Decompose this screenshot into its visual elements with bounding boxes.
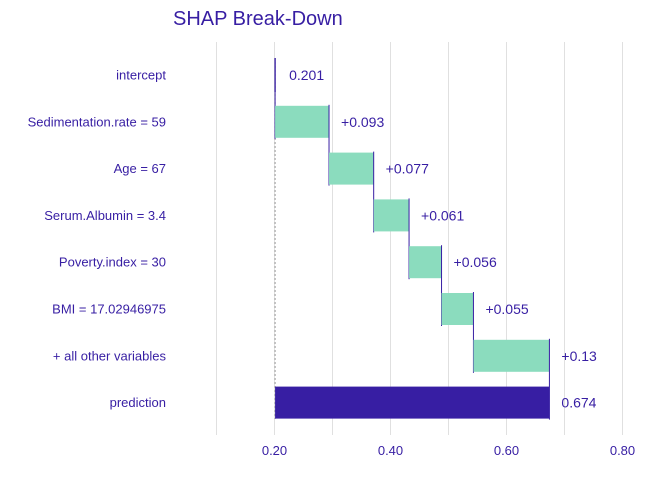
- x-tick-label: 0.20: [262, 443, 287, 458]
- contribution-bar: [473, 339, 550, 372]
- x-axis-ticks: 0.20 0.40 0.60 0.80: [262, 443, 635, 458]
- contribution-bar: [441, 293, 474, 325]
- contribution-bar: [275, 105, 330, 138]
- category-label: Poverty.index = 30: [59, 255, 166, 270]
- data-label: 0.201: [289, 67, 324, 83]
- data-label: +0.061: [421, 207, 464, 223]
- data-label: +0.056: [454, 254, 497, 270]
- category-label: Serum.Albumin = 3.4: [44, 208, 166, 223]
- x-tick-label: 0.80: [610, 443, 635, 458]
- contribution-bar: [373, 199, 410, 232]
- data-label: +0.13: [561, 348, 597, 364]
- category-label: intercept: [116, 68, 166, 83]
- contribution-bar: [329, 152, 374, 185]
- category-label: BMI = 17.02946975: [52, 302, 166, 317]
- data-label: +0.055: [485, 301, 528, 317]
- data-label: 0.674: [561, 395, 596, 411]
- data-label: +0.077: [386, 161, 429, 177]
- y-axis-labels: intercept Sedimentation.rate = 59 Age = 67…: [28, 68, 167, 411]
- bars-layer: 0.201 +0.093 +0.077 +0.061 +0.056 +0.055 +0.13…: [274, 58, 597, 420]
- category-label: prediction: [110, 395, 166, 410]
- category-label: + all other variables: [53, 348, 167, 363]
- chart-title: SHAP Break-Down: [173, 8, 343, 30]
- category-label: Sedimentation.rate = 59: [28, 114, 166, 129]
- x-tick-label: 0.60: [494, 443, 519, 458]
- data-label: +0.093: [341, 114, 384, 130]
- x-tick-label: 0.40: [378, 443, 403, 458]
- category-label: Age = 67: [114, 161, 166, 176]
- prediction-bar: [275, 386, 550, 419]
- contribution-bar: [409, 246, 442, 279]
- grid-lines: [216, 42, 623, 435]
